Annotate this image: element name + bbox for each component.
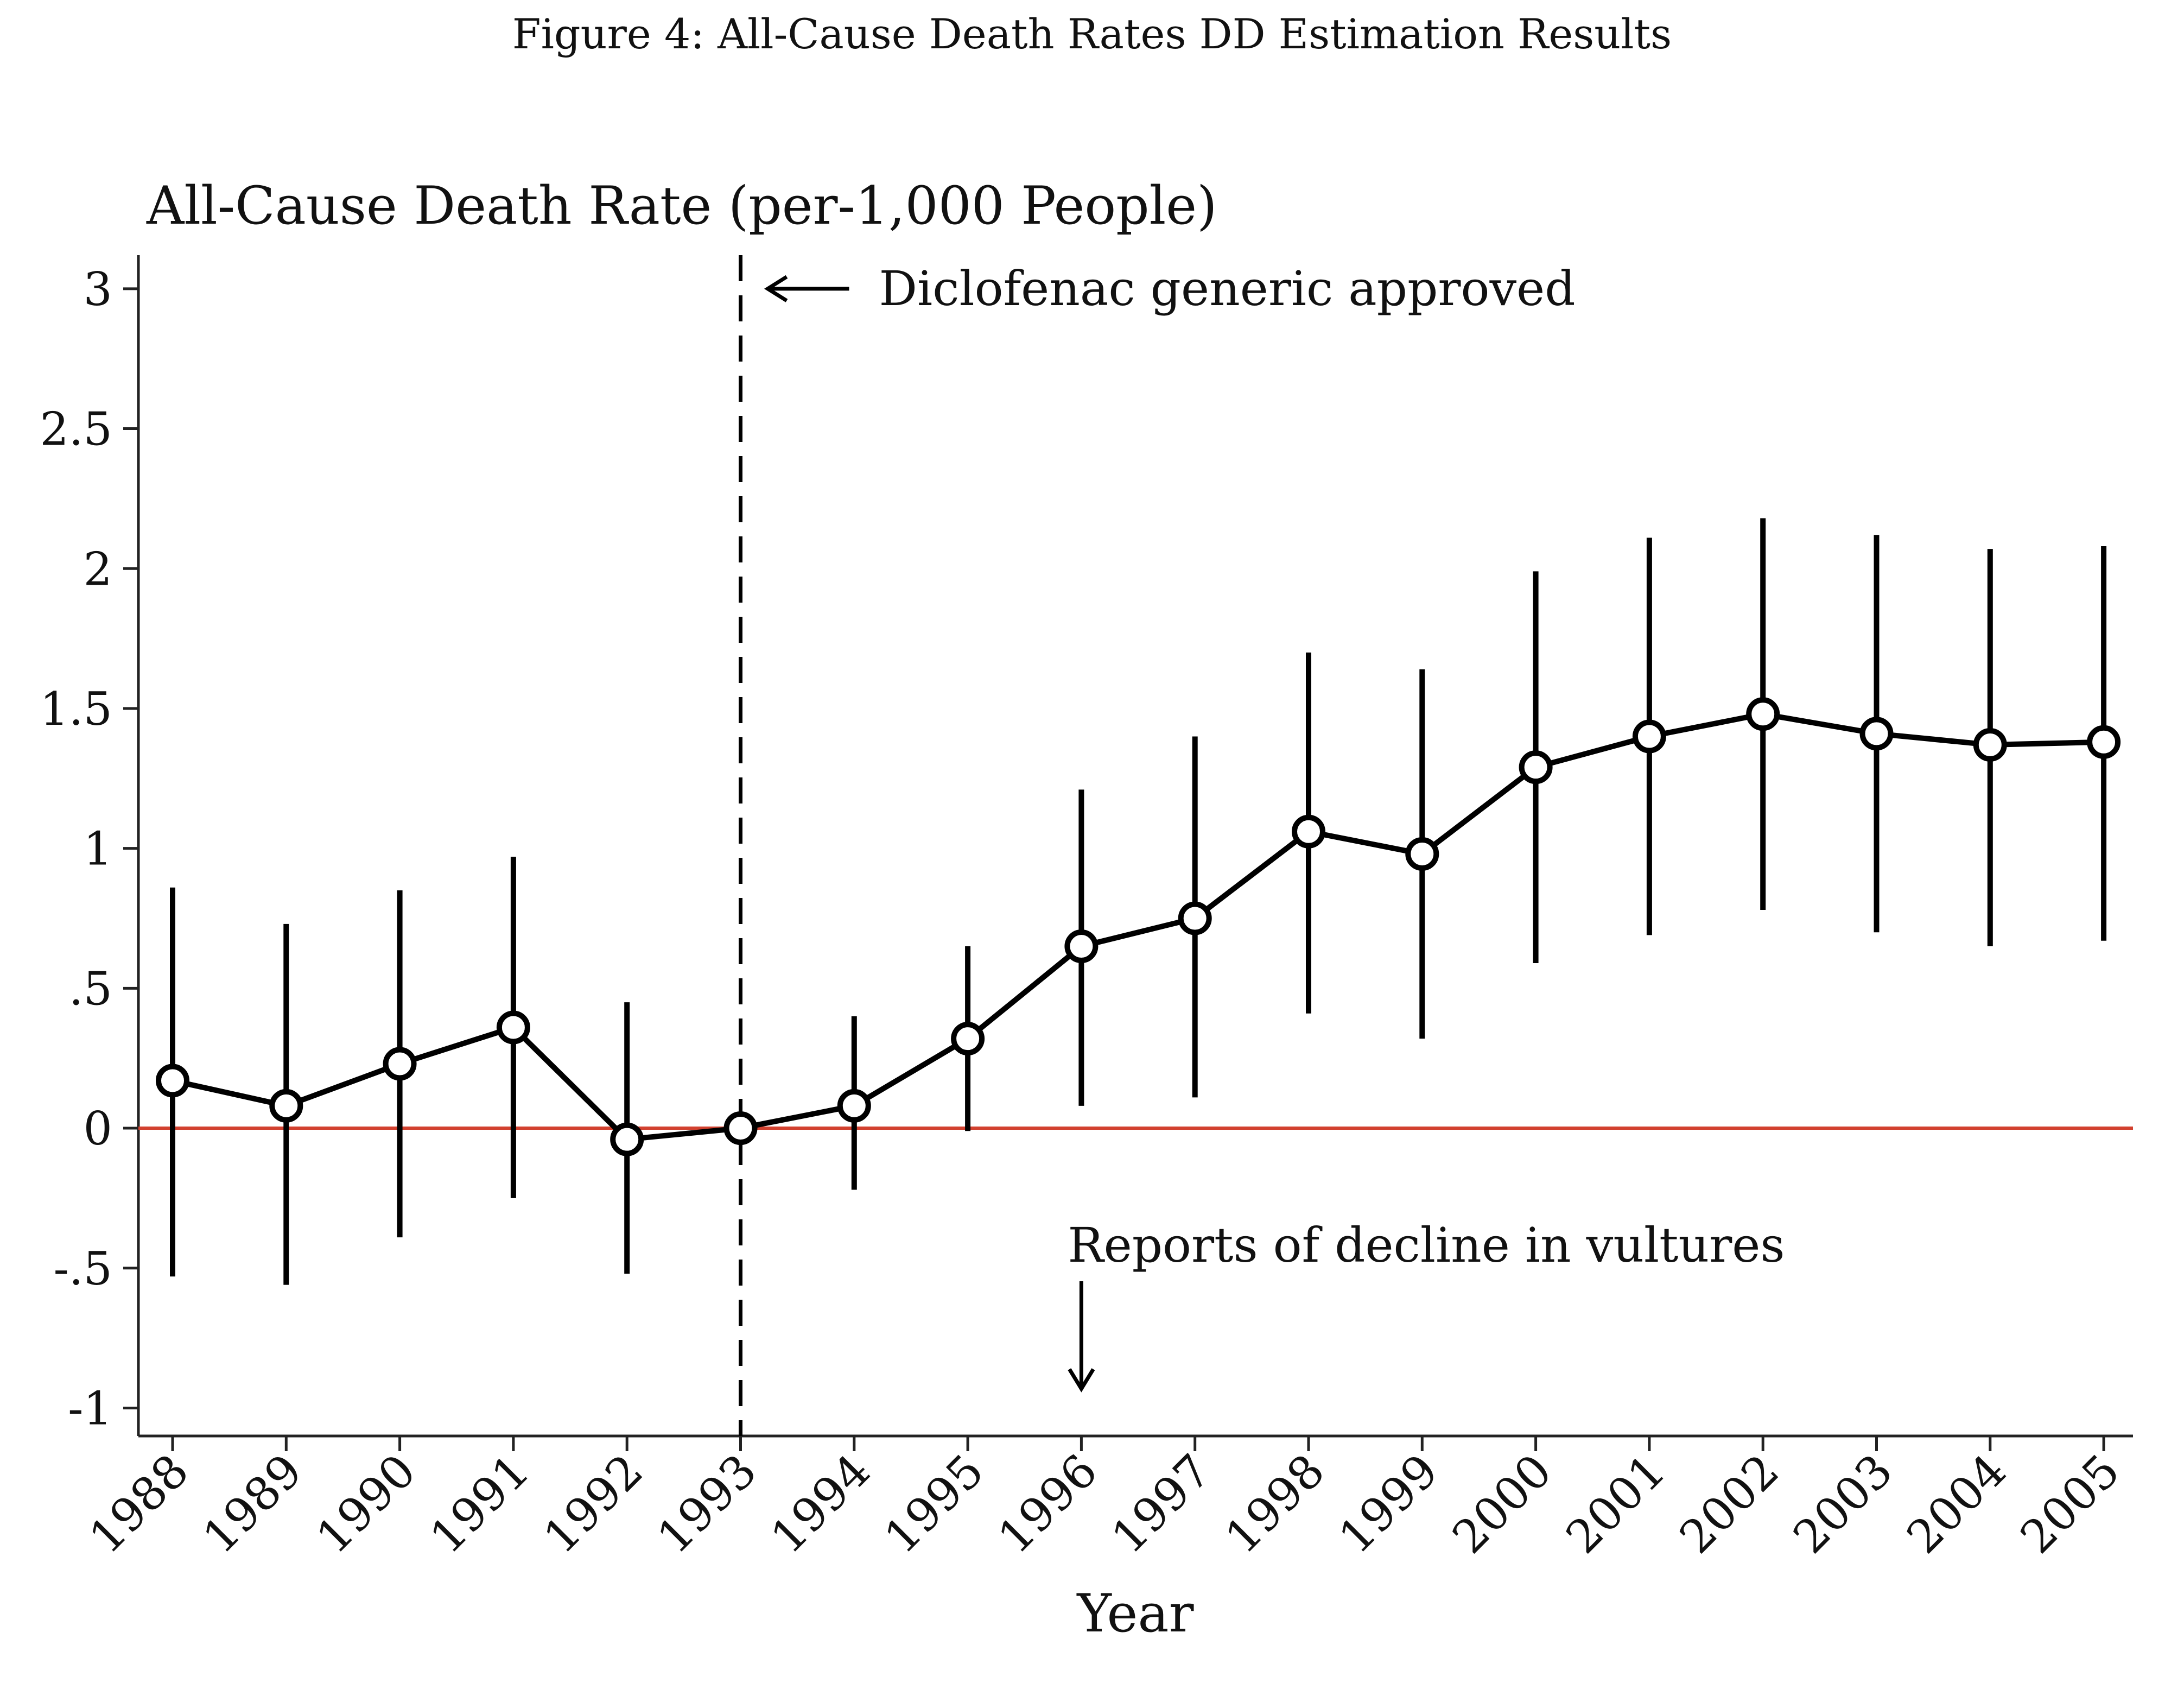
data-point (1064, 929, 1099, 964)
x-tick-label: 2005 (2010, 1444, 2130, 1564)
data-point (269, 1089, 303, 1123)
series-line (172, 711, 2104, 1142)
y-tick-label: -.5 (53, 1242, 112, 1295)
y-tick-label: -1 (68, 1382, 112, 1435)
x-tick-label: 1991 (420, 1444, 539, 1564)
x-tick-label: 2002 (1669, 1444, 1789, 1564)
x-tick-label: 1995 (874, 1444, 994, 1564)
data-point (837, 1089, 871, 1123)
data-point (2087, 725, 2121, 759)
data-point (723, 1111, 758, 1146)
y-tick-label: 1.5 (40, 682, 112, 736)
data-point (1746, 697, 1780, 731)
x-tick-label: 1999 (1329, 1444, 1448, 1564)
data-point (496, 1010, 530, 1045)
y-tick-label: 2.5 (40, 403, 112, 456)
annotation-arrow-head (764, 275, 788, 302)
data-point (156, 1064, 189, 1098)
data-point (1519, 750, 1553, 784)
annotation-vultures: Reports of decline in vultures (1068, 1217, 1785, 1273)
x-tick-label: 1994 (760, 1444, 880, 1564)
data-point (951, 1022, 985, 1056)
x-tick-label: 1989 (193, 1444, 312, 1564)
data-point (1178, 901, 1212, 935)
x-tick-label: 2000 (1442, 1444, 1561, 1564)
series-line-group (172, 711, 2104, 1142)
axes (137, 255, 2133, 1438)
annotations-group: Diclofenac generic approved Reports of de… (764, 261, 1785, 1393)
data-point (1632, 719, 1666, 754)
x-tick-label: 1988 (79, 1444, 199, 1564)
x-axis-label: Year (1076, 1583, 1194, 1644)
data-point (1405, 837, 1439, 871)
x-tick-label: 1993 (647, 1444, 766, 1564)
x-tick-label: 1998 (1215, 1444, 1335, 1564)
x-ticks: 1988198919901991199219931994199519961997… (79, 1436, 2130, 1564)
data-point (1973, 727, 2007, 762)
data-point (1859, 717, 1894, 751)
y-tick-label: 2 (84, 542, 112, 596)
confidence-intervals (170, 518, 2107, 1285)
y-ticks: 32.521.51.50-.5-1 (40, 263, 138, 1435)
y-tick-label: 0 (84, 1102, 112, 1155)
x-tick-label: 2001 (1556, 1444, 1675, 1564)
annotation-diclofenac: Diclofenac generic approved (879, 261, 1576, 317)
x-tick-label: 1990 (306, 1444, 426, 1564)
x-tick-label: 1997 (1101, 1444, 1221, 1564)
figure-title: Figure 4: All-Cause Death Rates DD Estim… (512, 10, 1672, 58)
points-group (156, 697, 2121, 1156)
x-tick-label: 1992 (534, 1444, 653, 1564)
y-tick-label: .5 (69, 962, 112, 1015)
x-tick-label: 1996 (988, 1444, 1107, 1564)
data-point (610, 1122, 644, 1156)
y-tick-label: 3 (84, 263, 112, 316)
x-tick-label: 2004 (1896, 1444, 2016, 1564)
data-point (1292, 814, 1325, 849)
data-point (383, 1047, 417, 1081)
annotation-arrow-head (1068, 1368, 1095, 1393)
chart-title: All-Cause Death Rate (per-1,000 People) (146, 175, 1217, 236)
x-tick-label: 2003 (1783, 1444, 1902, 1564)
y-tick-label: 1 (84, 822, 112, 876)
